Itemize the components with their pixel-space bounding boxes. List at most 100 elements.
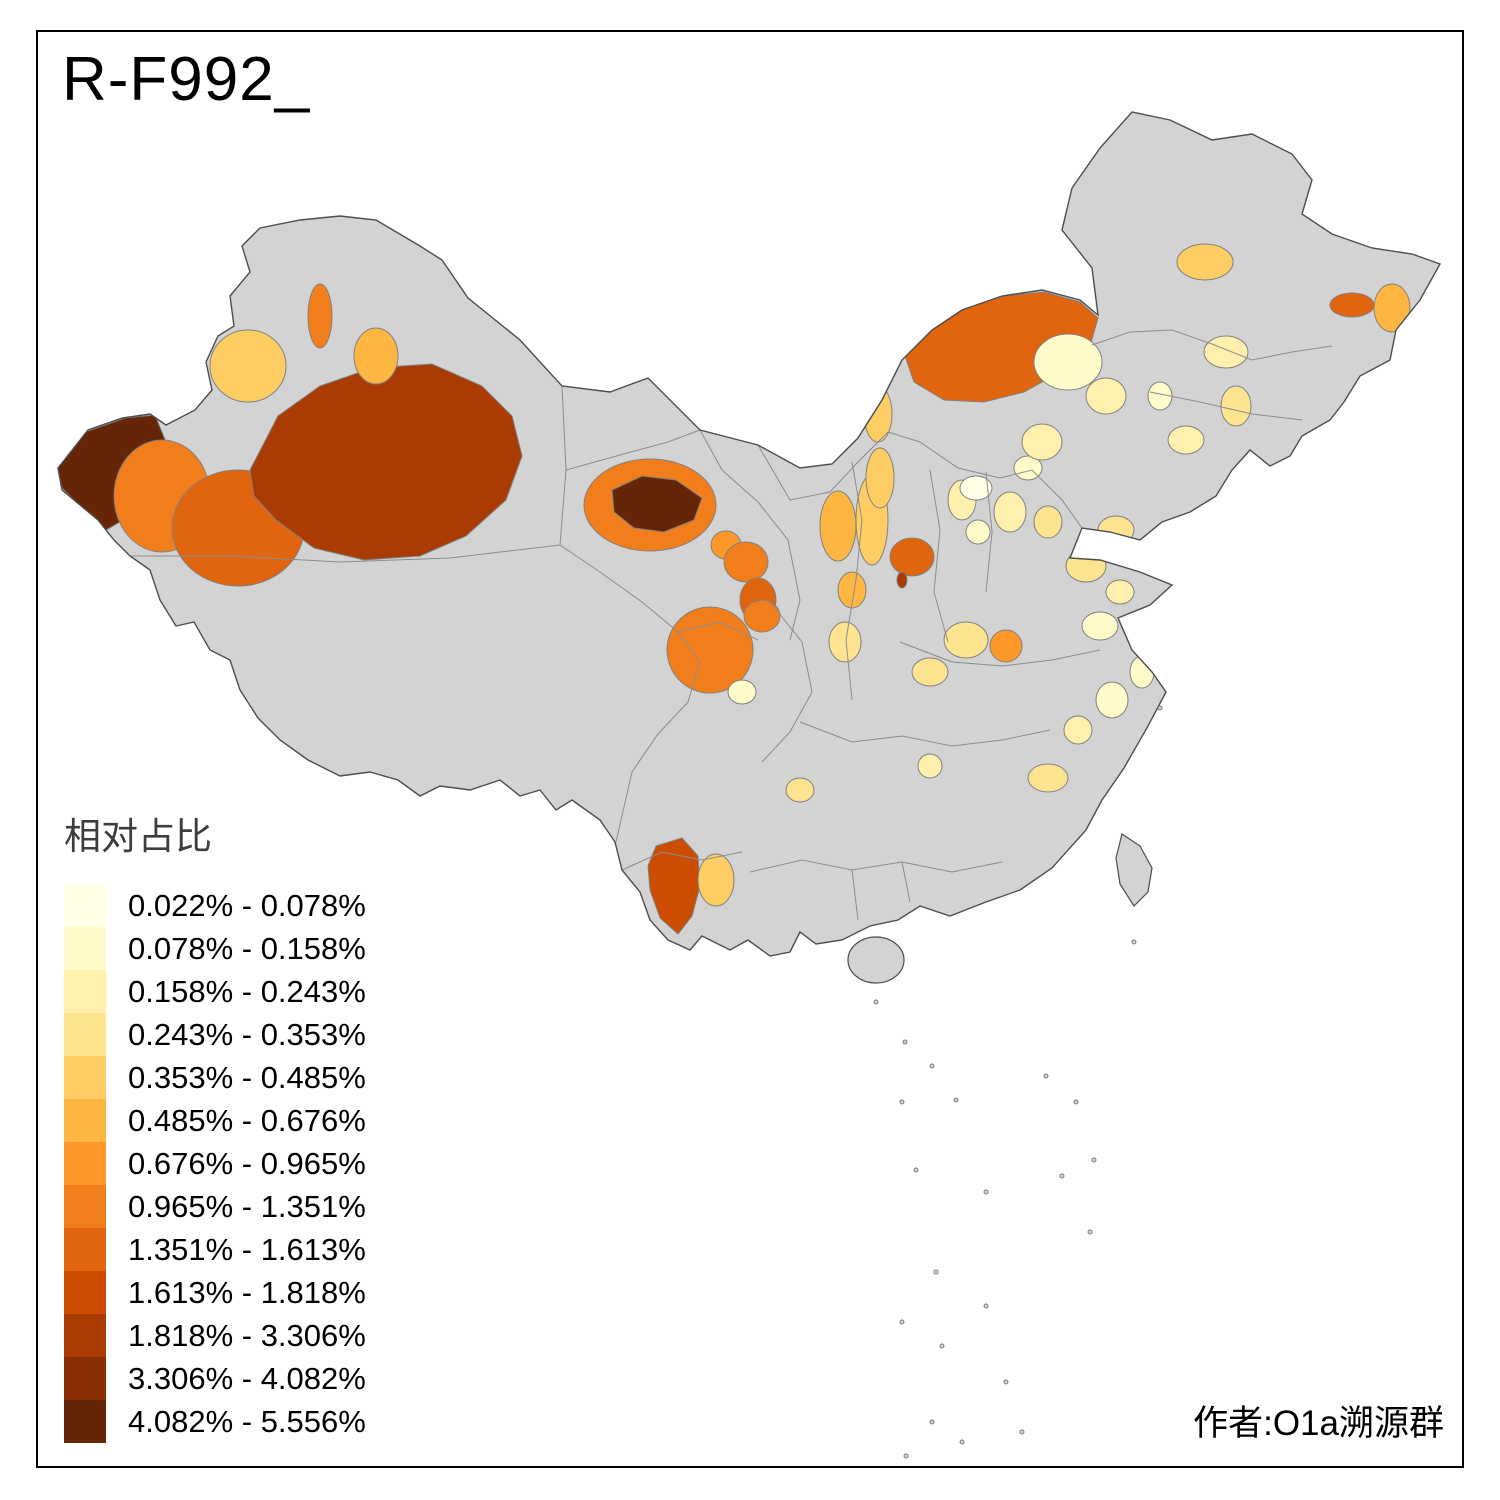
map-region-changji <box>353 327 399 385</box>
legend-swatch <box>64 1142 106 1185</box>
map-region-nm-east-a <box>1033 333 1103 391</box>
legend-label: 1.351% - 1.613% <box>128 1231 366 1267</box>
province-borders-layer <box>130 329 1333 921</box>
map-region-henan-c <box>911 657 949 687</box>
map-region-shandong-c <box>1105 579 1135 605</box>
legend-swatch <box>64 884 106 927</box>
island-dot <box>1157 705 1163 711</box>
map-region-yunnan-east <box>697 853 735 907</box>
island-dot <box>1059 1173 1065 1179</box>
island-dot <box>983 1303 989 1309</box>
taiwan-island <box>1115 833 1153 907</box>
map-region-gansu-strip <box>865 447 895 509</box>
island-dot <box>939 1343 945 1349</box>
map-region-shanxi-orange <box>889 537 935 577</box>
legend-label: 1.818% - 3.306% <box>128 1317 366 1353</box>
hainan-island <box>847 936 905 984</box>
island-dot <box>929 1063 935 1069</box>
legend-swatch <box>64 1400 106 1443</box>
sea-islands-layer <box>873 705 1163 1459</box>
map-region-hebei-east <box>1033 505 1063 539</box>
map-region-beijing-area-a <box>959 475 993 501</box>
map-region-yunnan-puer <box>647 837 701 935</box>
legend-swatch <box>64 970 106 1013</box>
country-outline <box>57 111 1442 957</box>
border-shaanxi <box>845 461 863 701</box>
border-sichuan-east <box>761 601 813 763</box>
island-dot <box>1003 1379 1009 1385</box>
legend-item: 3.306% - 4.082% <box>64 1357 366 1400</box>
map-region-hunan-small <box>917 753 943 779</box>
legend-swatch <box>64 927 106 970</box>
island-dot <box>953 1097 959 1103</box>
island-dot <box>933 1269 939 1275</box>
legend-label: 0.965% - 1.351% <box>128 1188 366 1224</box>
map-region-jilin-a <box>1220 385 1252 427</box>
legend-item: 0.243% - 0.353% <box>64 1013 366 1056</box>
map-region-nm-east-b <box>1085 377 1127 415</box>
map-region-beijing-area-b <box>1013 455 1043 481</box>
island-dot <box>1019 1429 1025 1435</box>
island-dot <box>983 1189 989 1195</box>
border-yangtze <box>799 721 1051 747</box>
legend-label: 0.243% - 0.353% <box>128 1016 366 1052</box>
legend: 相对占比 0.022% - 0.078% 0.078% - 0.158% 0.158… <box>64 806 366 1443</box>
map-region-qinghai-west-core <box>611 475 703 533</box>
legend-item: 0.158% - 0.243% <box>64 970 366 1013</box>
legend-swatch <box>64 1185 106 1228</box>
map-region-guizhou <box>785 777 815 803</box>
legend-item: 0.965% - 1.351% <box>64 1185 366 1228</box>
border-shanxi-hebei <box>929 469 993 643</box>
legend-item: 4.082% - 5.556% <box>64 1400 366 1443</box>
island-dot <box>1091 1157 1097 1163</box>
map-region-heilongjiang-b <box>1203 335 1249 369</box>
island-dot <box>902 1039 908 1045</box>
island-dot <box>903 1453 909 1459</box>
island-dot <box>899 1319 905 1325</box>
legend-label: 1.613% - 1.818% <box>128 1274 366 1310</box>
map-region-sichuan-south <box>727 679 757 705</box>
legend-title: 相对占比 <box>64 816 212 857</box>
legend-item: 0.353% - 0.485% <box>64 1056 366 1099</box>
legend-swatch <box>64 1271 106 1314</box>
map-regions-layer <box>58 243 1411 935</box>
attribution: 作者:O1a溯源群 <box>1193 1404 1444 1443</box>
legend-swatch <box>64 1099 106 1142</box>
legend-label: 0.022% - 0.078% <box>128 887 366 923</box>
map-region-hebei-south <box>993 491 1027 533</box>
map-region-shanxi-dark-dot <box>896 571 908 589</box>
legend-item: 0.485% - 0.676% <box>64 1099 366 1142</box>
border-tibet-east <box>559 544 701 843</box>
border-qinghai-east <box>677 429 801 641</box>
border-inner-mongolia <box>757 431 1083 529</box>
chart-title: R-F992_ <box>62 45 311 114</box>
legend-label: 0.158% - 0.243% <box>128 973 366 1009</box>
map-region-henan-b <box>989 629 1023 663</box>
legend-item: 0.078% - 0.158% <box>64 927 366 970</box>
island-dot <box>1131 939 1137 945</box>
island-dot <box>1087 1229 1093 1235</box>
map-region-far-ne-light <box>1373 283 1411 333</box>
legend-item: 1.351% - 1.613% <box>64 1228 366 1271</box>
legend-item: 1.613% - 1.818% <box>64 1271 366 1314</box>
legend-label: 4.082% - 5.556% <box>128 1403 366 1439</box>
map-region-liaoning <box>1167 425 1205 455</box>
island-dot <box>959 1439 965 1445</box>
legend-rows: 0.022% - 0.078% 0.078% - 0.158% 0.158% - 0… <box>64 884 366 1443</box>
border-yunnan-north <box>621 851 743 871</box>
map-region-north-strip <box>863 385 893 443</box>
map-region-gansu-b <box>723 541 769 583</box>
legend-label: 0.353% - 0.485% <box>128 1059 366 1095</box>
legend-item: 0.676% - 0.965% <box>64 1142 366 1185</box>
island-dot <box>913 1167 919 1173</box>
map-region-shihezi-strip <box>307 283 333 349</box>
legend-swatch <box>64 1013 106 1056</box>
map-region-yili <box>209 329 287 403</box>
map-region-jiangsu-c <box>1095 681 1129 719</box>
legend-label: 3.306% - 4.082% <box>128 1360 366 1396</box>
map-region-xinjiang-southeast <box>249 363 523 561</box>
map-region-heilongjiang-a <box>1176 243 1234 281</box>
map-region-far-ne-orange <box>1329 292 1375 318</box>
